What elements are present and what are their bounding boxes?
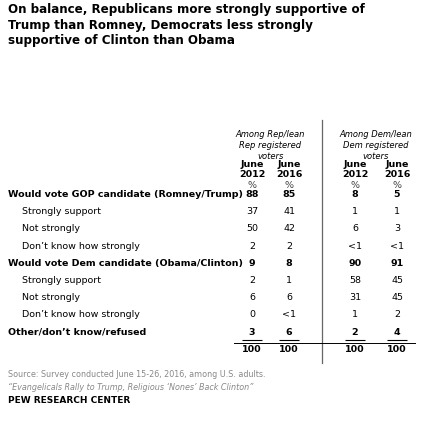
Text: %: % <box>392 181 401 190</box>
Text: Strongly support: Strongly support <box>22 207 101 216</box>
Text: 8: 8 <box>286 259 292 268</box>
Text: 6: 6 <box>249 293 255 302</box>
Text: June
2012: June 2012 <box>342 160 368 180</box>
Text: 37: 37 <box>246 207 258 216</box>
Text: 2: 2 <box>394 311 400 319</box>
Text: 0: 0 <box>249 311 255 319</box>
Text: 45: 45 <box>391 293 403 302</box>
Text: June
2012: June 2012 <box>239 160 265 180</box>
Text: 45: 45 <box>391 276 403 285</box>
Text: 1: 1 <box>286 276 292 285</box>
Text: 6: 6 <box>286 293 292 302</box>
Text: Don’t know how strongly: Don’t know how strongly <box>22 242 140 251</box>
Text: 58: 58 <box>349 276 361 285</box>
Text: 1: 1 <box>352 311 358 319</box>
Text: On balance, Republicans more strongly supportive of
Trump than Romney, Democrats: On balance, Republicans more strongly su… <box>8 3 365 47</box>
Text: 2: 2 <box>249 242 255 251</box>
Text: PEW RESEARCH CENTER: PEW RESEARCH CENTER <box>8 396 130 405</box>
Text: Would vote Dem candidate (Obama/Clinton): Would vote Dem candidate (Obama/Clinton) <box>8 259 243 268</box>
Text: 6: 6 <box>352 224 358 233</box>
Text: 6: 6 <box>286 328 292 336</box>
Text: 9: 9 <box>249 259 255 268</box>
Text: 1: 1 <box>352 207 358 216</box>
Text: %: % <box>351 181 360 190</box>
Text: Among Rep/lean
Rep registered
voters: Among Rep/lean Rep registered voters <box>236 130 305 161</box>
Text: Not strongly: Not strongly <box>22 224 80 233</box>
Text: Source: Survey conducted June 15-26, 2016, among U.S. adults.: Source: Survey conducted June 15-26, 201… <box>8 370 265 379</box>
Text: 3: 3 <box>394 224 400 233</box>
Text: June
2016: June 2016 <box>384 160 410 180</box>
Text: 100: 100 <box>387 345 407 354</box>
Text: 50: 50 <box>246 224 258 233</box>
Text: 41: 41 <box>283 207 295 216</box>
Text: 5: 5 <box>394 190 400 199</box>
Text: 2: 2 <box>286 242 292 251</box>
Text: 31: 31 <box>349 293 361 302</box>
Text: 8: 8 <box>352 190 358 199</box>
Text: 2: 2 <box>249 276 255 285</box>
Text: 90: 90 <box>349 259 362 268</box>
Text: %: % <box>284 181 293 190</box>
Text: 85: 85 <box>282 190 296 199</box>
Text: 4: 4 <box>394 328 400 336</box>
Text: 100: 100 <box>242 345 262 354</box>
Text: 1: 1 <box>394 207 400 216</box>
Text: Strongly support: Strongly support <box>22 276 101 285</box>
Text: Would vote GOP candidate (Romney/Trump): Would vote GOP candidate (Romney/Trump) <box>8 190 243 199</box>
Text: Among Dem/lean
Dem registered
voters: Among Dem/lean Dem registered voters <box>340 130 412 161</box>
Text: “Evangelicals Rally to Trump, Religious ‘Nones’ Back Clinton”: “Evangelicals Rally to Trump, Religious … <box>8 383 253 392</box>
Text: Other/don’t know/refused: Other/don’t know/refused <box>8 328 146 336</box>
Text: <1: <1 <box>282 311 296 319</box>
Text: 91: 91 <box>390 259 403 268</box>
Text: 100: 100 <box>279 345 299 354</box>
Text: 42: 42 <box>283 224 295 233</box>
Text: 2: 2 <box>352 328 358 336</box>
Text: June
2016: June 2016 <box>276 160 302 180</box>
Text: 88: 88 <box>245 190 259 199</box>
Text: Don’t know how strongly: Don’t know how strongly <box>22 311 140 319</box>
Text: 3: 3 <box>249 328 255 336</box>
Text: %: % <box>247 181 257 190</box>
Text: <1: <1 <box>390 242 404 251</box>
Text: Not strongly: Not strongly <box>22 293 80 302</box>
Text: 100: 100 <box>345 345 365 354</box>
Text: <1: <1 <box>348 242 362 251</box>
